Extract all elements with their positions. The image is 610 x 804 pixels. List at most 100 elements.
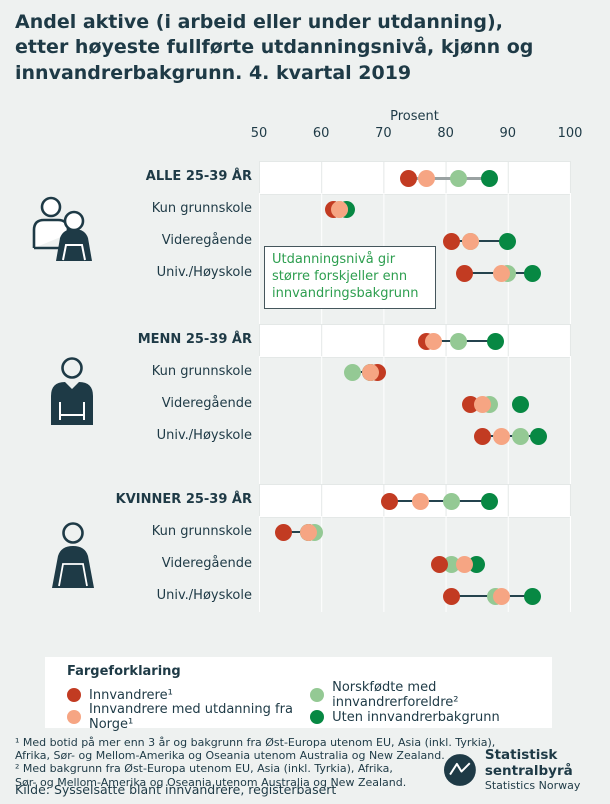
row-label: Videregående xyxy=(161,396,252,411)
legend-label: Innvandrere¹ xyxy=(89,687,173,703)
dot-uten xyxy=(499,232,517,250)
axis-tick: 60 xyxy=(312,126,330,141)
dot-utd_norge xyxy=(412,492,430,510)
chart-row-band xyxy=(259,484,571,518)
dot-utd_norge xyxy=(418,169,436,187)
page-title: Andel aktive (i arbeid eller under utdan… xyxy=(15,10,533,86)
footnote-1b: Afrika, Sør- og Mellom-Amerika og Oseani… xyxy=(15,749,445,763)
dot-uten xyxy=(524,587,542,605)
dot-utd_norge xyxy=(455,555,473,573)
legend-item: Innvandrere med utdanning fra Norge¹ xyxy=(67,702,310,732)
ssb-logo-subtitle: Statistics Norway xyxy=(484,779,581,793)
dot-uten xyxy=(530,427,548,445)
axis-ticks: 50 60 70 80 90 100 xyxy=(251,126,583,144)
axis-title: Prosent xyxy=(390,109,439,124)
row-label: Kun grunnskole xyxy=(151,364,252,379)
dot-utd_norge xyxy=(493,264,511,282)
chart-row-band xyxy=(259,324,571,358)
dot-innvandrere xyxy=(443,587,461,605)
ssb-logo: Statistisk sentralbyrå Statistics Norway xyxy=(444,747,610,794)
man-icon xyxy=(51,357,93,425)
dot-utd_norge xyxy=(331,200,349,218)
legend-label: Uten innvandrerbakgrunn xyxy=(332,709,500,725)
footnote-2b: Sør- og Mellom-Amerika og Oseania utenom… xyxy=(15,775,407,789)
axis-tick: 80 xyxy=(437,126,454,141)
chart-row-band xyxy=(259,516,571,548)
axis-tick: 100 xyxy=(557,126,583,141)
footnotes: ¹ Med botid på mer enn 3 år og bakgrunn … xyxy=(15,736,495,789)
dot-innvandrere xyxy=(381,492,399,510)
dot-innvandrere xyxy=(474,427,492,445)
legend-column-1: Innvandrere¹ Innvandrere med utdanning fr… xyxy=(67,684,310,732)
legend-item: Norskfødte med innvandrerforeldre² xyxy=(310,680,552,710)
footnote-2: ² Med bakgrunn fra Øst-Europa utenom EU,… xyxy=(15,762,393,776)
legend-title: Fargeforklaring xyxy=(67,664,181,679)
legend-column-2: Norskfødte med innvandrerforeldre² Uten i… xyxy=(310,680,552,728)
connector-line xyxy=(451,240,508,242)
source-text: Kilde: Sysselsatte blant innvandrere, re… xyxy=(15,782,337,797)
axis-tick: 90 xyxy=(499,126,517,141)
dot-utd_norge xyxy=(362,363,380,381)
dot-norskfodte xyxy=(443,492,461,510)
dot-norskfodte xyxy=(343,363,361,381)
legend-dot-utd_norge xyxy=(67,710,81,724)
legend-label: Innvandrere med utdanning fra Norge¹ xyxy=(89,702,293,732)
ssb-logo-text: Statistisk sentralbyrå Statistics Norway xyxy=(485,747,610,794)
connector-line xyxy=(283,531,315,533)
row-label: Univ./Høyskole xyxy=(156,588,252,603)
ssb-logo-name: Statistisk sentralbyrå xyxy=(484,747,573,780)
dot-utd_norge xyxy=(493,587,511,605)
legend-dot-innvandrere xyxy=(67,688,81,702)
row-label: MENN 25-39 ÅR xyxy=(137,332,252,347)
dot-uten xyxy=(480,169,498,187)
title-line-3: innvandrerbakgrunn. 4. kvartal 2019 xyxy=(15,61,412,84)
chart-row-band xyxy=(259,356,571,388)
legend: Fargeforklaring Innvandrere¹ Innvandrere … xyxy=(45,657,552,732)
legend-item: Innvandrere¹ xyxy=(67,684,310,706)
dot-innvandrere xyxy=(443,232,461,250)
dot-innvandrere xyxy=(430,555,448,573)
chart-row-band xyxy=(259,388,571,420)
gap-band xyxy=(259,452,571,484)
title-line-2: etter høyeste fullførte utdanningsnivå, … xyxy=(15,36,534,59)
chart-row-band xyxy=(259,580,571,612)
title-line-1: Andel aktive (i arbeid eller under utdan… xyxy=(15,11,503,33)
dot-norskfodte xyxy=(449,332,467,350)
connector-line xyxy=(389,500,490,502)
footnote-1: ¹ Med botid på mer enn 3 år og bakgrunn … xyxy=(15,736,496,749)
dot-innvandrere xyxy=(455,264,473,282)
row-label: Videregående xyxy=(161,556,252,571)
legend-item: Uten innvandrerbakgrunn xyxy=(310,706,552,728)
chart-row-band xyxy=(259,161,571,195)
dot-utd_norge xyxy=(493,427,511,445)
row-label: Kun grunnskole xyxy=(151,201,252,216)
row-label: Univ./Høyskole xyxy=(156,265,252,280)
connector-line xyxy=(482,435,539,437)
dot-utd_norge xyxy=(461,232,479,250)
dot-uten xyxy=(511,395,529,413)
annotation-box: Utdanningsnivå gir større forskjeller en… xyxy=(264,246,436,309)
couple-icon xyxy=(32,196,92,261)
dot-norskfodte xyxy=(511,427,529,445)
legend-label: Norskfødte med innvandrerforeldre² xyxy=(332,680,459,710)
dot-utd_norge xyxy=(424,332,442,350)
axis-tick: 50 xyxy=(250,126,268,141)
dot-innvandrere xyxy=(399,169,417,187)
dot-innvandrere xyxy=(275,523,293,541)
dot-uten xyxy=(480,492,498,510)
row-label: Univ./Høyskole xyxy=(156,428,252,443)
dot-uten xyxy=(468,555,486,573)
legend-dot-norskfodte xyxy=(310,688,325,702)
chart-row-band xyxy=(259,420,571,452)
row-label: Videregående xyxy=(161,233,252,248)
chart-row-band xyxy=(259,548,571,580)
woman-icon xyxy=(52,522,94,588)
row-label: Kun grunnskole xyxy=(151,524,252,539)
dot-utd_norge xyxy=(474,395,492,413)
connector-line xyxy=(408,176,490,180)
legend-dot-uten xyxy=(310,710,325,724)
row-label: ALLE 25-39 ÅR xyxy=(145,169,252,184)
dot-utd_norge xyxy=(300,523,318,541)
dot-norskfodte xyxy=(449,169,467,187)
